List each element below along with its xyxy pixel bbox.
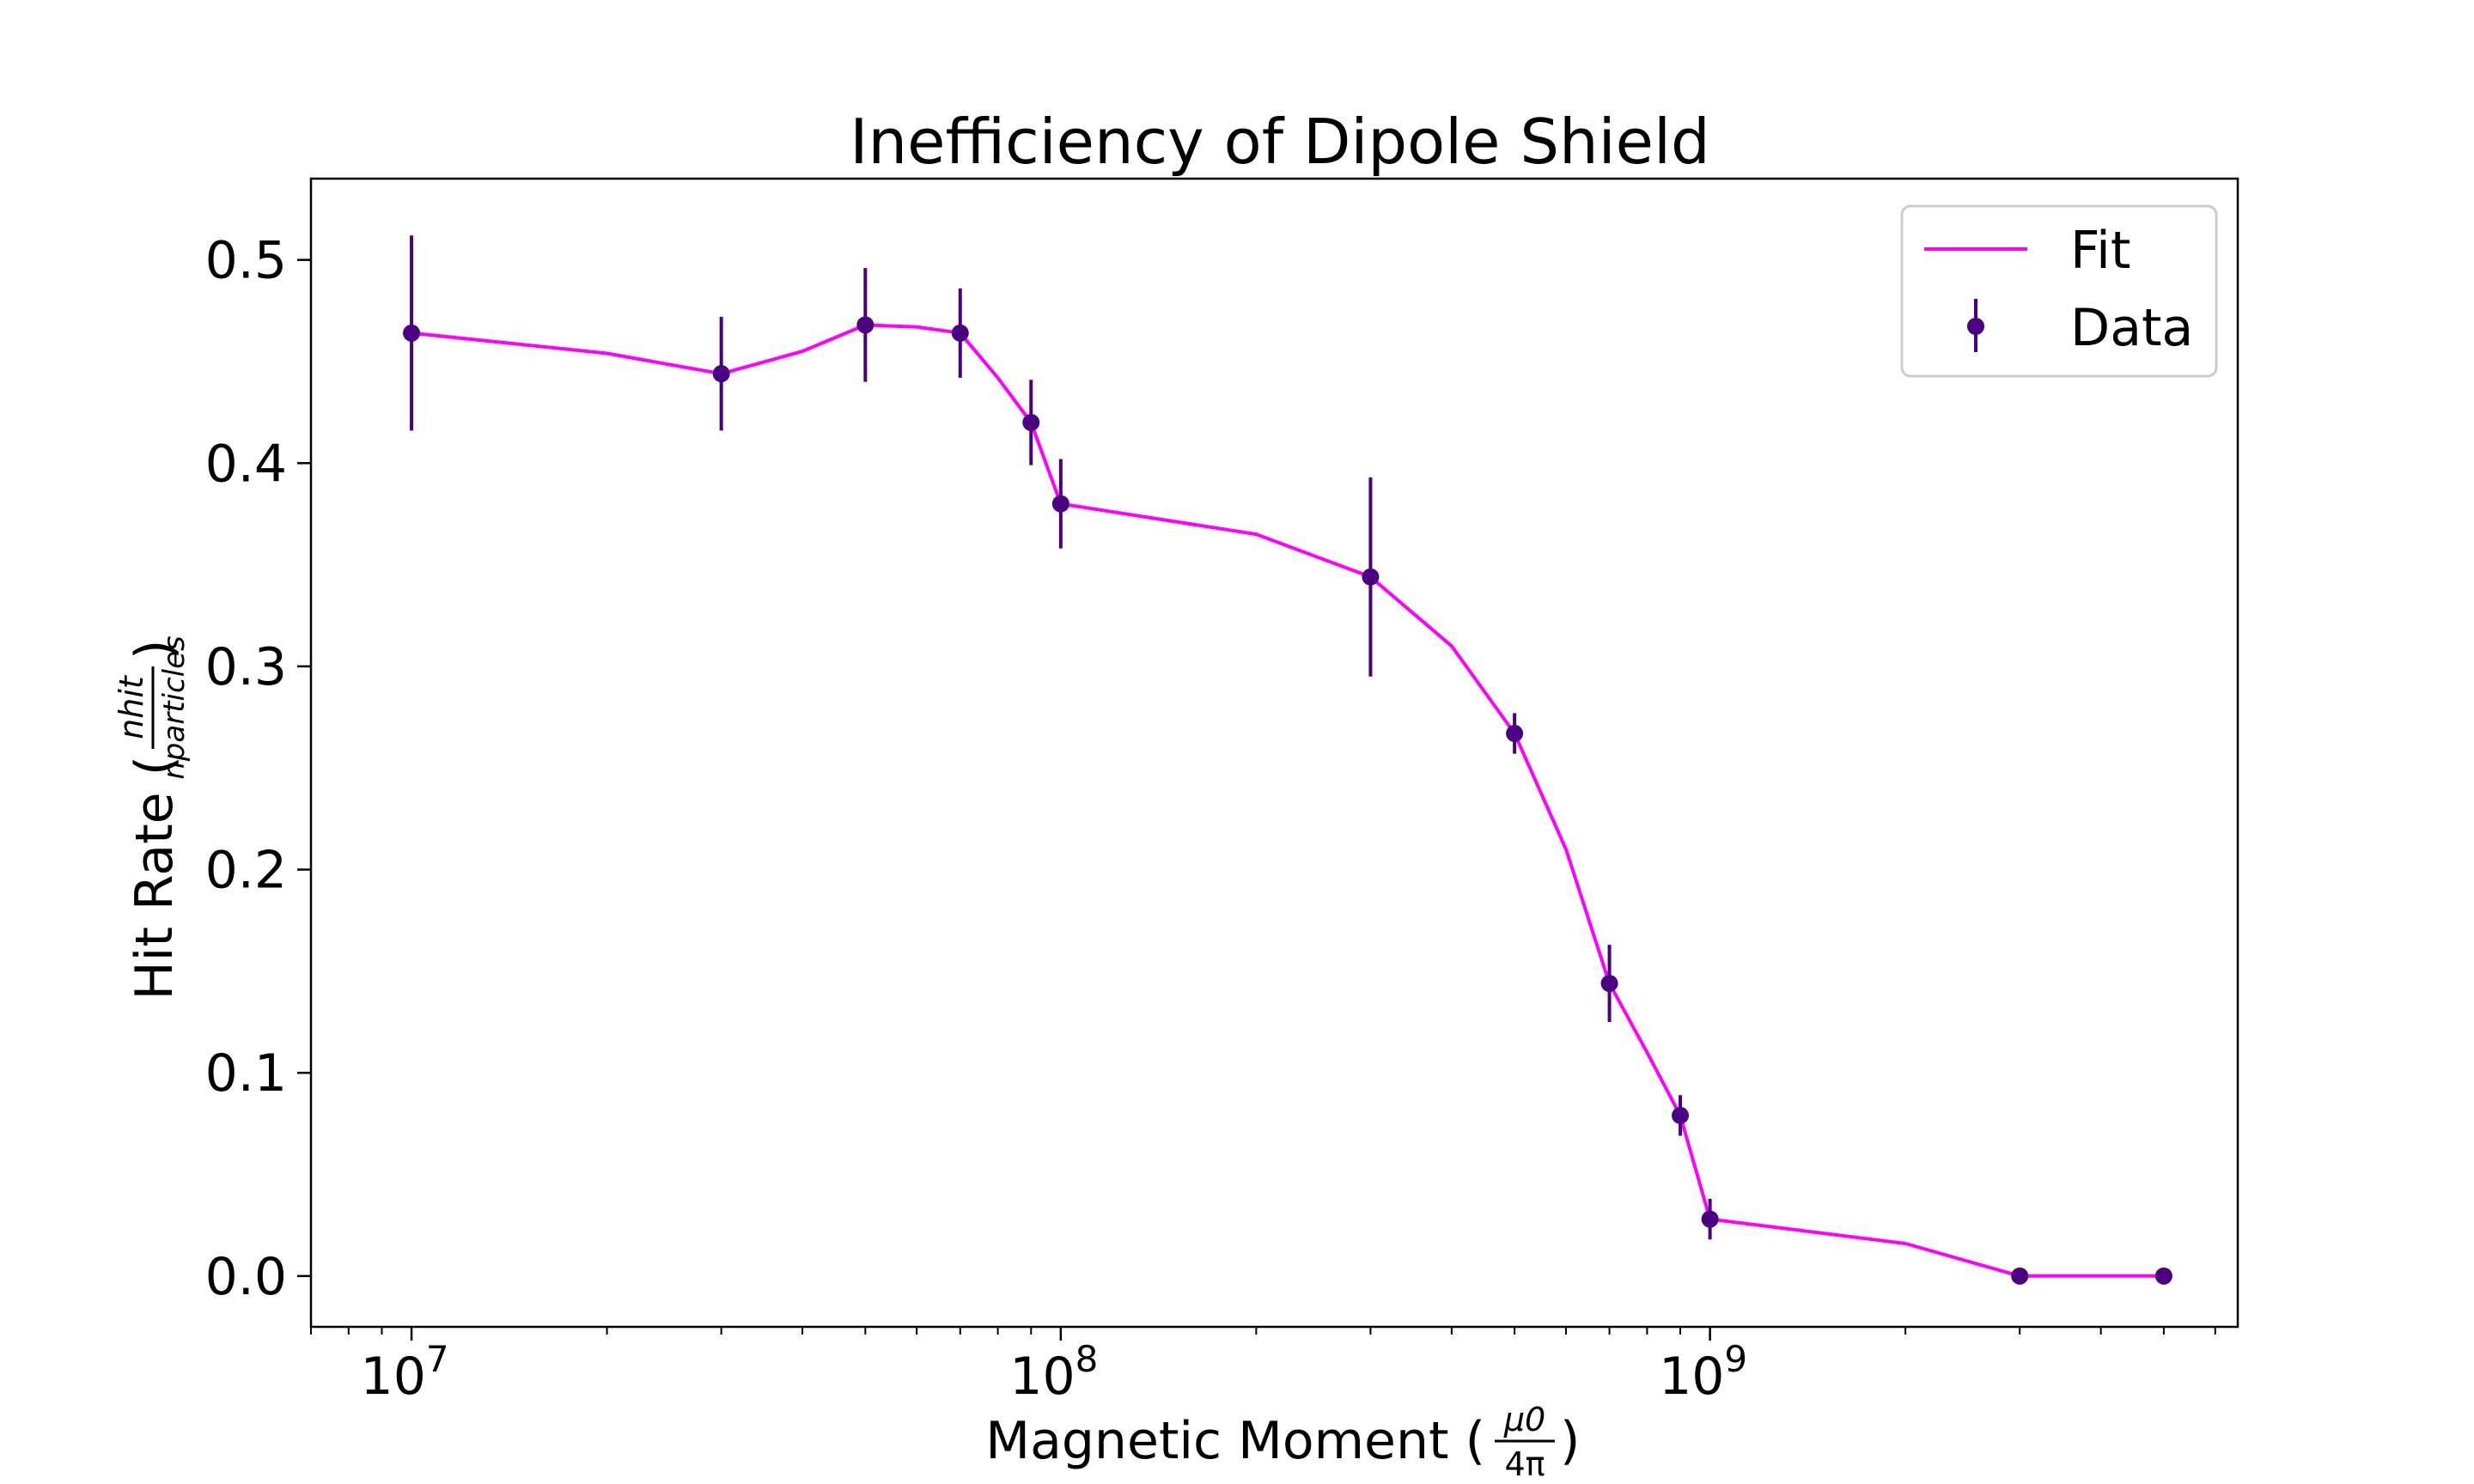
plot-frame	[309, 177, 2239, 1329]
data-point	[1600, 975, 1618, 993]
data-point	[856, 316, 874, 334]
legend-data-marker	[1967, 318, 1984, 335]
y-tick-label: 0.0	[205, 1247, 287, 1307]
data-point	[403, 324, 421, 342]
x-axis-label: Magnetic Moment ( μ0 4π )	[985, 1401, 1580, 1483]
x-axis-label-close: )	[1560, 1411, 1580, 1471]
y-tick-label: 0.5	[205, 231, 287, 291]
data-point	[1701, 1210, 1719, 1228]
x-axis-label-denominator: 4π	[1504, 1445, 1545, 1483]
y-tick-label: 0.2	[205, 841, 287, 901]
data-point	[1051, 495, 1069, 513]
legend: Fit Data	[1900, 204, 2218, 378]
data-point	[1672, 1106, 1690, 1124]
x-tick-label-base: 10	[1009, 1347, 1075, 1407]
chart-title: Inefficiency of Dipole Shield	[850, 106, 1709, 178]
data-point	[2154, 1267, 2172, 1285]
y-tick-label: 0.1	[205, 1043, 287, 1104]
x-tick-label: 107	[361, 1338, 449, 1407]
x-axis-label-numerator: μ0	[1503, 1401, 1545, 1438]
x-tick-label-base: 10	[361, 1347, 426, 1407]
x-tick-label-exponent: 7	[426, 1338, 449, 1380]
legend-data-label: Data	[2070, 298, 2193, 358]
y-axis-label: Hit Rate ( nhit nparticles )	[113, 636, 192, 1000]
legend-fit-label: Fit	[2070, 221, 2130, 281]
x-tick-label: 109	[1659, 1338, 1747, 1407]
data-point	[712, 365, 730, 383]
y-axis-label-denominator: nparticles	[157, 636, 192, 780]
data-point	[2011, 1267, 2029, 1285]
y-axis-label-close: )	[125, 640, 185, 660]
y-tick-label: 0.3	[205, 637, 287, 697]
y-axis-label-main: Hit Rate (	[125, 756, 185, 1000]
y-tick-label: 0.4	[205, 434, 287, 494]
x-tick-label-exponent: 8	[1076, 1338, 1099, 1380]
x-tick-label: 108	[1009, 1338, 1098, 1407]
x-tick-label-base: 10	[1659, 1347, 1724, 1407]
data-point	[1362, 568, 1380, 586]
data-point	[1506, 725, 1524, 743]
data-point	[951, 324, 969, 342]
x-tick-label-exponent: 9	[1724, 1338, 1747, 1380]
x-axis-label-main: Magnetic Moment (	[985, 1411, 1485, 1471]
y-axis-label-numerator: nhit	[113, 674, 150, 739]
data-point	[1022, 413, 1040, 431]
